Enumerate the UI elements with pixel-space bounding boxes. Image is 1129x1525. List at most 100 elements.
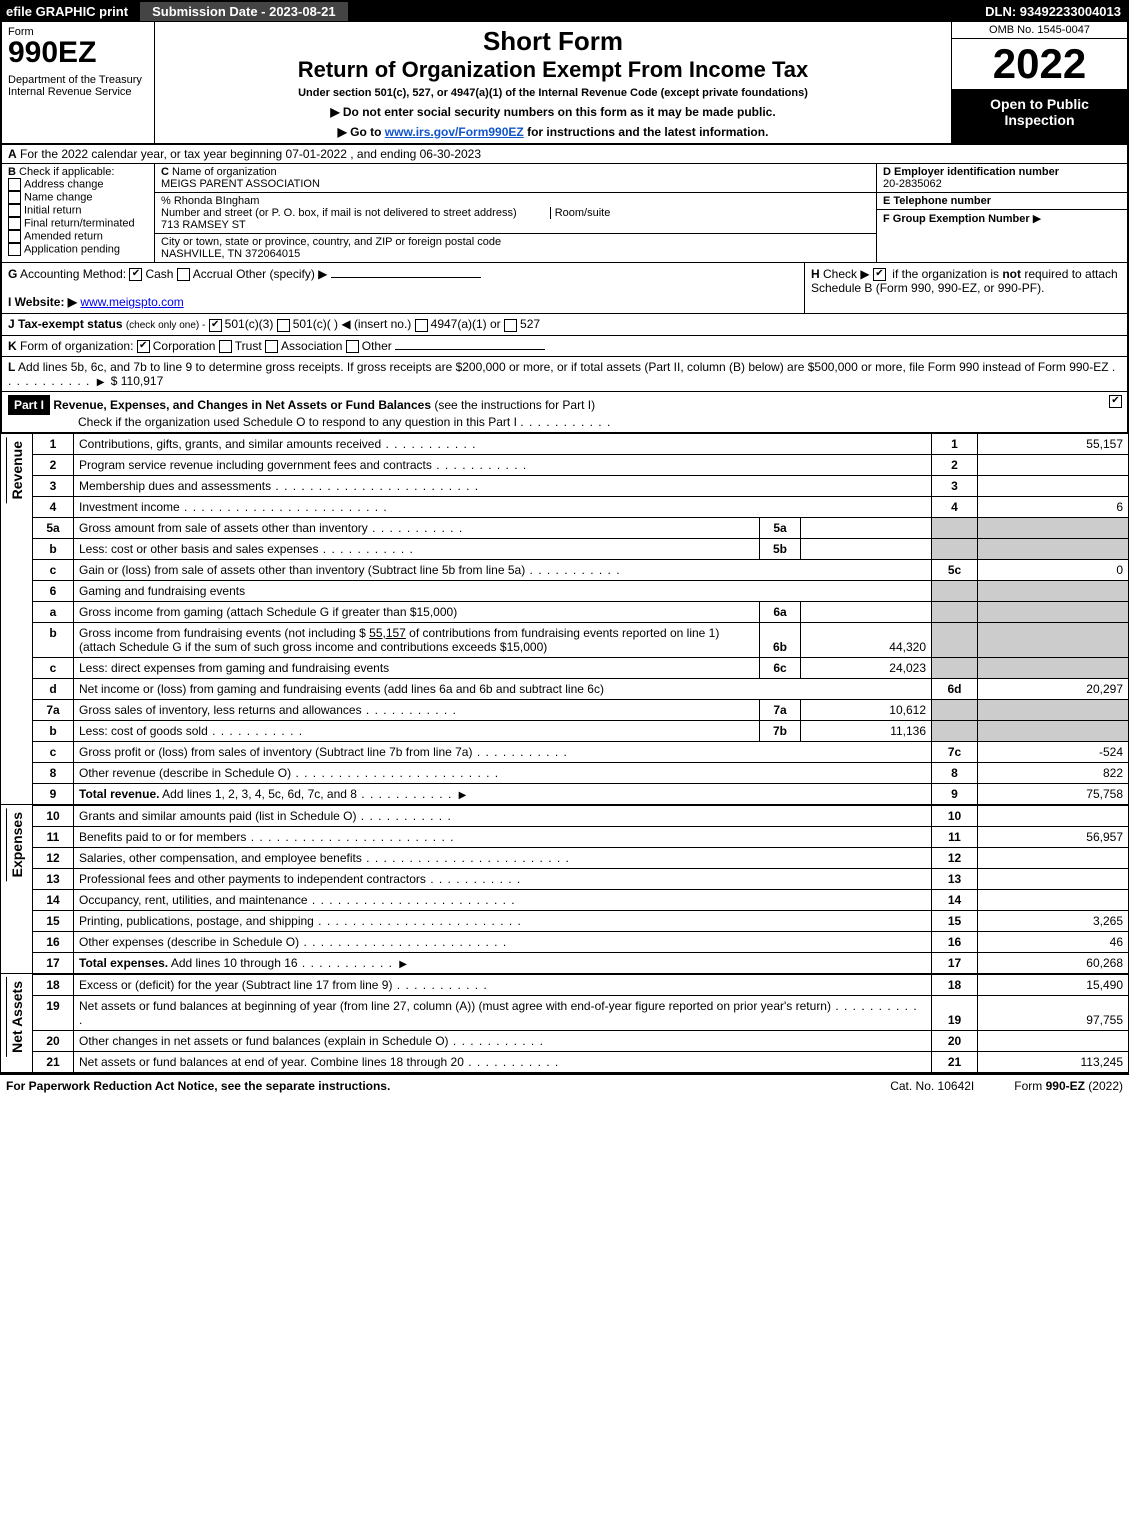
check-trust[interactable]: [219, 340, 232, 353]
col-b-title: Check if applicable:: [19, 166, 114, 178]
part1-header-row: Part I Revenue, Expenses, and Changes in…: [0, 392, 1129, 433]
line-5a: 5a Gross amount from sale of assets othe…: [1, 517, 1129, 538]
part1-checkbox-end: [1107, 392, 1127, 408]
check-4947[interactable]: [415, 319, 428, 332]
label-d: D Employer identification number: [883, 166, 1059, 178]
street-label: Number and street (or P. O. box, if mail…: [161, 207, 517, 219]
check-other[interactable]: [346, 340, 359, 353]
part1-check-text: Check if the organization used Schedule …: [78, 415, 517, 429]
line-12: 12 Salaries, other compensation, and emp…: [1, 847, 1129, 868]
j-sub: (check only one) -: [126, 320, 205, 331]
label-e: E Telephone number: [883, 195, 991, 207]
line-8: 8 Other revenue (describe in Schedule O)…: [1, 762, 1129, 783]
check-527[interactable]: [504, 319, 517, 332]
accounting-method-label: Accounting Method:: [20, 267, 126, 281]
label-l: L: [8, 360, 15, 374]
website-link[interactable]: www.meigspto.com: [80, 295, 183, 309]
check-501c[interactable]: [277, 319, 290, 332]
check-amended-return[interactable]: Amended return: [8, 230, 148, 243]
ein-value: 20-2835062: [883, 178, 942, 190]
right-line-no: 1: [932, 433, 978, 454]
check-accrual[interactable]: [177, 268, 190, 281]
row-k: K Form of organization: Corporation Trus…: [0, 336, 1129, 357]
room-label: Room/suite: [550, 207, 611, 219]
line-7b: b Less: cost of goods sold 7b 11,136: [1, 720, 1129, 741]
checkbox-icon: [8, 178, 21, 191]
line-9: 9 Total revenue. Add lines 1, 2, 3, 4, 5…: [1, 783, 1129, 805]
label-j: J Tax-exempt status: [8, 317, 123, 331]
line-2: 2 Program service revenue including gove…: [1, 454, 1129, 475]
check-initial-return[interactable]: Initial return: [8, 204, 148, 217]
check-corporation[interactable]: [137, 340, 150, 353]
street-address: 713 RAMSEY ST: [161, 219, 246, 231]
org-name: MEIGS PARENT ASSOCIATION: [161, 178, 320, 190]
row-j: J Tax-exempt status (check only one) - 5…: [0, 314, 1129, 335]
line-10: Expenses 10 Grants and similar amounts p…: [1, 805, 1129, 827]
label-a: A: [8, 147, 17, 161]
line-11: 11 Benefits paid to or for members 11 56…: [1, 826, 1129, 847]
col-gi: G Accounting Method: Cash Accrual Other …: [2, 263, 804, 313]
line-21: 21 Net assets or fund balances at end of…: [1, 1051, 1129, 1072]
footer: For Paperwork Reduction Act Notice, see …: [0, 1073, 1129, 1097]
line-6c: c Less: direct expenses from gaming and …: [1, 657, 1129, 678]
line-13: 13 Professional fees and other payments …: [1, 868, 1129, 889]
instruction-ssn: ▶ Do not enter social security numbers o…: [161, 105, 945, 119]
other-specify: Other (specify) ▶: [236, 267, 327, 281]
irs-link[interactable]: www.irs.gov/Form990EZ: [385, 125, 524, 139]
check-schedule-o[interactable]: [1109, 395, 1122, 408]
checkbox-icon: [8, 243, 21, 256]
arrow-icon: [94, 374, 108, 388]
row-a-text: For the 2022 calendar year, or tax year …: [20, 147, 481, 161]
check-501c3[interactable]: [209, 319, 222, 332]
part1-title-sub: (see the instructions for Part I): [431, 398, 595, 412]
arrow-icon: [396, 956, 410, 970]
check-name-change[interactable]: Name change: [8, 191, 148, 204]
col-def: D Employer identification number 20-2835…: [877, 164, 1127, 262]
header-left: Form 990EZ Department of the Treasury In…: [2, 22, 155, 143]
part1-title: Revenue, Expenses, and Changes in Net As…: [53, 398, 431, 412]
row-l: L Add lines 5b, 6c, and 7b to line 9 to …: [0, 357, 1129, 392]
line-20: 20 Other changes in net assets or fund b…: [1, 1030, 1129, 1051]
checkbox-icon: [8, 191, 21, 204]
row-bcdef: B Check if applicable: Address change Na…: [0, 164, 1129, 263]
col-h: H Check ▶ if the organization is not req…: [804, 263, 1127, 313]
line-6a: a Gross income from gaming (attach Sched…: [1, 601, 1129, 622]
line-value: 55,157: [978, 433, 1129, 454]
check-h[interactable]: [873, 268, 886, 281]
check-association[interactable]: [265, 340, 278, 353]
footer-left: For Paperwork Reduction Act Notice, see …: [6, 1079, 850, 1093]
line-14: 14 Occupancy, rent, utilities, and maint…: [1, 889, 1129, 910]
label-h: H: [811, 267, 820, 281]
top-bar: efile GRAPHIC print Submission Date - 20…: [0, 0, 1129, 22]
checkbox-icon: [8, 217, 21, 230]
line-4: 4 Investment income 4 6: [1, 496, 1129, 517]
instruction-link: ▶ Go to www.irs.gov/Form990EZ for instru…: [161, 125, 945, 139]
col-b: B Check if applicable: Address change Na…: [2, 164, 155, 262]
line-15: 15 Printing, publications, postage, and …: [1, 910, 1129, 931]
line-1: Revenue 1 Contributions, gifts, grants, …: [1, 433, 1129, 454]
header-center: Short Form Return of Organization Exempt…: [155, 22, 951, 143]
department-label: Department of the Treasury Internal Reve…: [8, 74, 148, 98]
label-k: K: [8, 339, 17, 353]
line-17: 17 Total expenses. Add lines 10 through …: [1, 952, 1129, 974]
check-cash[interactable]: [129, 268, 142, 281]
checkbox-icon: [8, 230, 21, 243]
tax-year: 2022: [952, 39, 1127, 90]
l-text: Add lines 5b, 6c, and 7b to line 9 to de…: [18, 360, 1109, 374]
line-6: 6 Gaming and fundraising events: [1, 580, 1129, 601]
form-header: Form 990EZ Department of the Treasury In…: [0, 22, 1129, 145]
subtitle: Under section 501(c), 527, or 4947(a)(1)…: [161, 87, 945, 99]
line-3: 3 Membership dues and assessments 3: [1, 475, 1129, 496]
short-form-title: Short Form: [161, 26, 945, 57]
inspection-box: Open to Public Inspection: [952, 90, 1127, 143]
name-label: Name of organization: [172, 166, 277, 178]
h-text1: Check ▶: [823, 267, 870, 281]
check-final-return[interactable]: Final return/terminated: [8, 217, 148, 230]
row-ghi: G Accounting Method: Cash Accrual Other …: [0, 263, 1129, 314]
k-text: Form of organization:: [20, 339, 133, 353]
arrow-icon: [456, 787, 470, 801]
line-6b: b Gross income from fundraising events (…: [1, 622, 1129, 657]
check-application-pending[interactable]: Application pending: [8, 243, 148, 256]
line-5c: c Gain or (loss) from sale of assets oth…: [1, 559, 1129, 580]
check-address-change[interactable]: Address change: [8, 178, 148, 191]
